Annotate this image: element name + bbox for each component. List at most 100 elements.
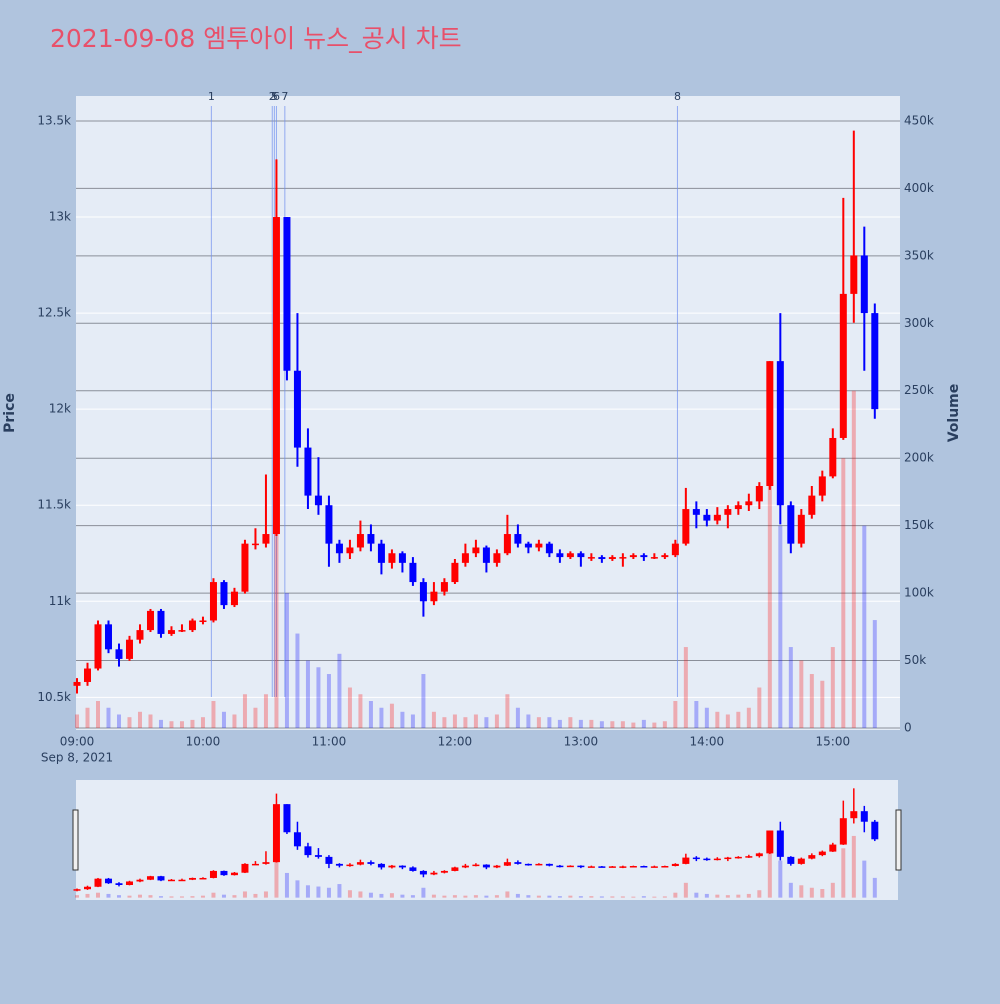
candle-body (125, 639, 133, 659)
slider-candle-body (871, 821, 879, 840)
slider-candle-body (272, 804, 280, 863)
slider-volume-bar (778, 860, 783, 898)
chart-title: 2021-09-08 엠투아이 뉴스_공시 차트 (50, 24, 462, 53)
slider-volume-bar (75, 895, 79, 898)
candle-body (787, 505, 795, 544)
candle-body (167, 630, 175, 634)
slider-candle-body (314, 855, 322, 857)
slider-volume-bar (757, 890, 762, 898)
slider-candle-body (178, 879, 186, 882)
slider-handle[interactable] (72, 809, 79, 871)
slider-candle-body (430, 872, 438, 875)
volume-bar (400, 711, 405, 728)
slider-volume-bar (85, 893, 90, 898)
slider-candle-body (220, 870, 228, 876)
slider-candle-body (724, 857, 732, 860)
plot-area (76, 96, 900, 730)
slider-volume-bar (358, 891, 363, 898)
volume-bar (589, 719, 594, 728)
volume-bar (526, 714, 531, 728)
range-slider[interactable] (76, 780, 898, 900)
candle-body (713, 514, 721, 521)
slider-volume-bar (547, 895, 552, 898)
candle-body (94, 624, 102, 669)
volume-bar (652, 722, 657, 728)
volume-bar (232, 714, 237, 728)
volume-bar (851, 390, 856, 728)
volume-bar (547, 717, 552, 728)
slider-volume-bar (242, 891, 247, 898)
slider-candle-body (230, 872, 238, 876)
slider-candle-body (514, 862, 522, 864)
y-tick-label: 13.5k (37, 113, 71, 127)
slider-volume-bar (694, 892, 699, 898)
volume-bar (494, 714, 499, 728)
candle-body (566, 553, 574, 558)
slider-volume-bar (715, 894, 720, 898)
candle-body (503, 534, 511, 554)
y2-tick-label: 450k (904, 113, 934, 127)
candle-body (293, 370, 301, 448)
slider-candle-body (346, 864, 354, 867)
volume-bar (274, 525, 279, 728)
slider-candle-body (829, 844, 837, 852)
volume-bar (757, 687, 762, 728)
volume-bar (631, 722, 636, 728)
slider-candle-body (734, 856, 742, 859)
volume-bar (358, 694, 363, 728)
slider-volume-bar (610, 896, 615, 898)
volume-bar (221, 711, 226, 728)
slider-volume-bar (788, 882, 793, 898)
candle-body (409, 562, 417, 583)
slider-volume-bar (463, 895, 468, 898)
slider-candle-body (388, 865, 396, 868)
slider-candle-body (629, 866, 637, 868)
slider-candle-body (104, 878, 112, 884)
slider-candle-body (860, 811, 868, 822)
slider-candle-body (262, 862, 270, 864)
volume-bar (809, 674, 814, 728)
volume-bar (116, 714, 121, 728)
slider-candle-body (818, 851, 826, 856)
slider-candle-body (619, 866, 627, 868)
volume-bar (620, 721, 625, 728)
slider-candle-body (535, 863, 543, 866)
volume-bar (389, 703, 394, 728)
y-tick-label: 12k (49, 402, 71, 416)
volume-bar (421, 674, 426, 728)
volume-bar (505, 694, 510, 728)
slider-volume-bar (179, 896, 184, 898)
marker-label: 2 (269, 90, 276, 103)
slider-volume-bar (316, 886, 321, 898)
slider-candle-body (577, 865, 585, 868)
slider-candle-body (283, 804, 291, 833)
slider-candle-body (671, 863, 679, 867)
volume-bar (484, 717, 489, 728)
slider-handle[interactable] (895, 809, 902, 871)
x-tick-label: 15:00 (816, 735, 851, 749)
candle-body (83, 668, 91, 682)
slider-candle-body (808, 855, 816, 859)
volume-bar (725, 714, 730, 728)
slider-candle-body (83, 886, 91, 890)
slider-volume-bar (200, 895, 205, 898)
y-tick-label: 11.5k (37, 498, 71, 512)
candle-body (157, 610, 165, 634)
candle-body (829, 437, 837, 477)
slider-volume-bar (568, 895, 573, 898)
volume-bar (683, 647, 688, 728)
slider-volume-bar (368, 892, 373, 898)
slider-volume-bar (652, 896, 657, 898)
y-tick-label: 10.5k (37, 690, 71, 704)
slider-volume-bar (148, 895, 153, 898)
marker-label: 7 (281, 90, 288, 103)
volume-bar (715, 711, 720, 728)
candle-body (472, 547, 480, 554)
slider-candle-body (356, 862, 364, 865)
candle-body (146, 610, 154, 631)
candle-body (734, 505, 742, 510)
slider-candle-body (682, 857, 690, 864)
volume-bar (242, 694, 247, 728)
candle-body (451, 562, 459, 583)
